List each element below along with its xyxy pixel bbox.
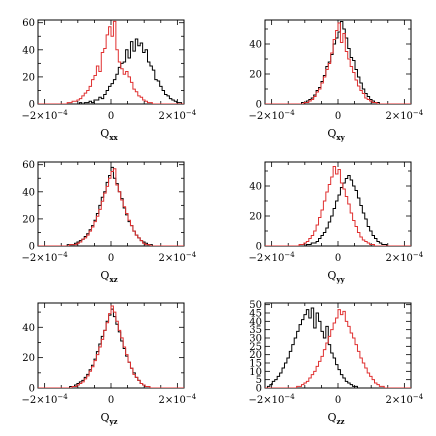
- y-tick-label: 30: [249, 334, 262, 345]
- y-tick-label: 25: [249, 342, 262, 353]
- y-tick-label: 0: [29, 100, 35, 111]
- x-tick-label: −2×10−4: [249, 251, 296, 264]
- y-tick-label: 40: [249, 317, 262, 328]
- y-tick-label: 0: [256, 100, 262, 111]
- y-tick-label: 40: [249, 182, 262, 193]
- y-tick-label: 40: [22, 45, 35, 56]
- x-tick-label: −2×10−4: [22, 109, 69, 122]
- red-histogram-series: [38, 305, 184, 388]
- x-tick-label: 0: [335, 253, 341, 264]
- y-tick-label: 60: [22, 160, 35, 171]
- x-tick-label: 0: [108, 395, 114, 406]
- black-histogram-series: [265, 307, 411, 388]
- y-tick-label: 40: [249, 40, 262, 51]
- red-histogram-series: [265, 22, 411, 104]
- y-tick-label: 20: [22, 214, 35, 225]
- black-histogram-series: [38, 166, 184, 246]
- x-tick-label: −2×10−4: [22, 393, 69, 406]
- black-histogram-series: [265, 175, 411, 246]
- x-tick-label: −2×10−4: [249, 393, 296, 406]
- y-tick-label: 35: [249, 325, 262, 336]
- y-tick-label: 0: [256, 242, 262, 253]
- x-tick-label: 2×10−4: [158, 109, 196, 122]
- x-tick-label: −2×10−4: [22, 251, 69, 264]
- y-tick-label: 10: [249, 367, 262, 378]
- x-axis-label: Qyz: [100, 411, 117, 426]
- x-tick-label: 2×10−4: [158, 251, 196, 264]
- y-tick-label: 20: [22, 72, 35, 83]
- red-histogram-series: [265, 166, 411, 246]
- x-tick-label: 2×10−4: [385, 393, 423, 406]
- y-tick-label: 0: [29, 384, 35, 395]
- x-axis-label: Qxx: [100, 127, 118, 142]
- plot-frame: [37, 302, 185, 389]
- y-tick-label: 45: [249, 309, 262, 320]
- x-tick-label: 2×10−4: [385, 251, 423, 264]
- y-tick-label: 50: [249, 300, 262, 311]
- red-histogram-series: [38, 20, 184, 104]
- y-tick-label: 20: [249, 350, 262, 361]
- y-tick-label: 20: [249, 212, 262, 223]
- y-tick-label: 60: [22, 18, 35, 29]
- black-histogram-series: [265, 21, 411, 104]
- x-tick-label: 0: [335, 395, 341, 406]
- y-tick-label: 40: [22, 323, 35, 334]
- x-tick-label: 0: [335, 111, 341, 122]
- black-histogram-series: [38, 38, 184, 104]
- y-tick-label: 5: [256, 375, 262, 386]
- x-axis-label: Qxz: [100, 269, 117, 284]
- x-axis-label: Qyy: [327, 269, 345, 284]
- y-tick-label: 40: [22, 187, 35, 198]
- y-tick-label: 20: [249, 70, 262, 81]
- x-axis-label: Qzz: [328, 411, 345, 426]
- y-tick-label: 20: [22, 353, 35, 364]
- black-histogram-series: [38, 308, 184, 388]
- x-tick-label: 0: [108, 253, 114, 264]
- y-tick-label: 15: [249, 359, 262, 370]
- x-tick-label: −2×10−4: [249, 109, 296, 122]
- x-tick-label: 0: [108, 111, 114, 122]
- plot-frame: [264, 161, 412, 247]
- x-axis-label: Qxy: [327, 127, 345, 142]
- x-tick-label: 2×10−4: [385, 109, 423, 122]
- red-histogram-series: [265, 309, 411, 388]
- y-tick-label: 0: [29, 242, 35, 253]
- red-histogram-series: [38, 168, 184, 246]
- y-tick-label: 0: [256, 384, 262, 395]
- x-tick-label: 2×10−4: [158, 393, 196, 406]
